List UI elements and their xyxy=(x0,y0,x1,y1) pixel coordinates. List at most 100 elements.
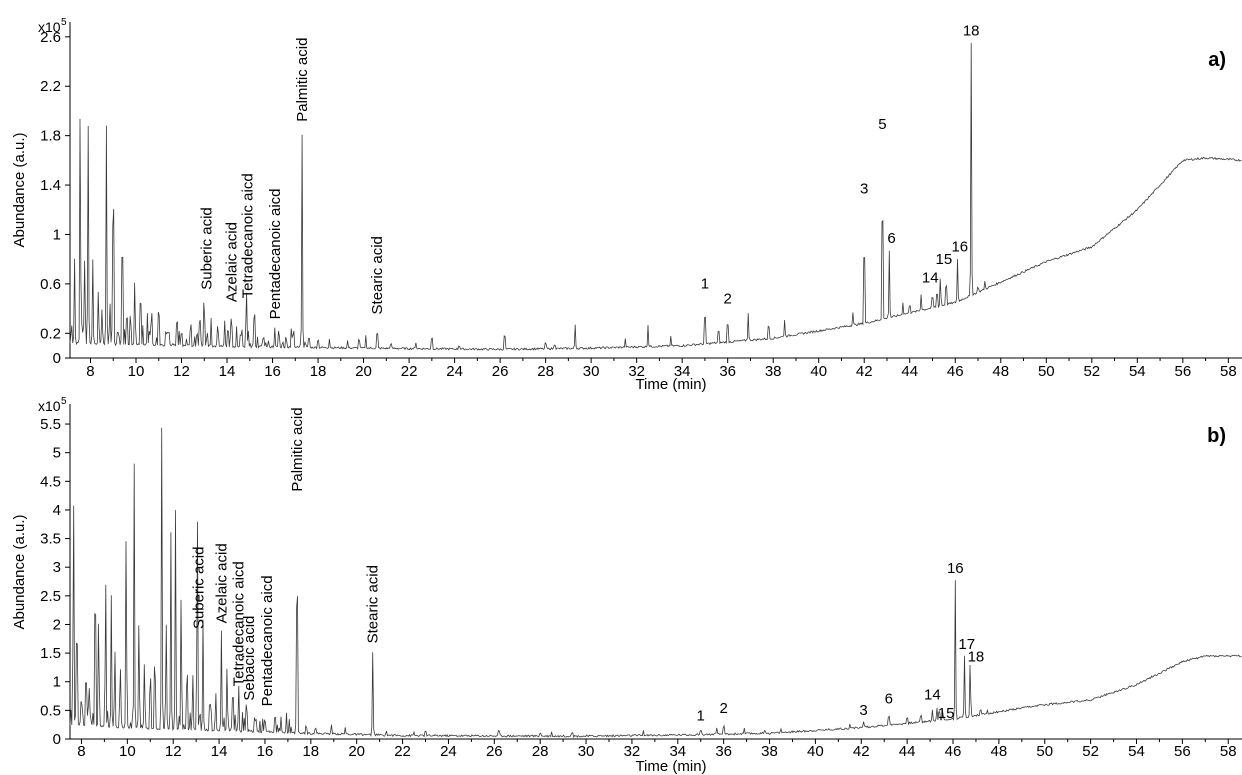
peak-annotation: Suberic acid xyxy=(199,207,216,290)
x-tick-label: 56 xyxy=(1174,743,1191,760)
peak-annotation: Palmitic acid xyxy=(289,407,306,491)
x-tick-label: 54 xyxy=(1128,743,1145,760)
y-tick-label: 1.8 xyxy=(40,128,61,145)
x-tick-label: 20 xyxy=(348,743,365,760)
y-tick-label: 4 xyxy=(53,502,61,519)
y-tick-label: 2.6 xyxy=(40,29,61,46)
x-tick-label: 48 xyxy=(992,363,1009,380)
x-tick-label: 16 xyxy=(264,363,281,380)
y-tick-label: 1 xyxy=(53,674,61,691)
x-tick-label: 30 xyxy=(578,743,595,760)
peak-number-label: 16 xyxy=(947,560,964,577)
x-tick-label: 30 xyxy=(583,363,600,380)
y-tick-label: 1 xyxy=(53,226,61,243)
x-tick-label: 36 xyxy=(715,743,732,760)
x-tick-label: 12 xyxy=(165,743,182,760)
peak-number-label: 18 xyxy=(963,22,980,39)
peak-number-label: 3 xyxy=(860,180,868,197)
x-tick-label: 24 xyxy=(440,743,457,760)
y-tick-label: 5.5 xyxy=(40,416,61,433)
x-tick-label: 22 xyxy=(401,363,418,380)
peak-number-label: 14 xyxy=(922,269,939,286)
x-tick-label: 56 xyxy=(1174,363,1191,380)
y-tick-label: 0.2 xyxy=(40,325,61,342)
y-tick-label: 0.5 xyxy=(40,702,61,719)
y-tick-label: 4.5 xyxy=(40,473,61,490)
x-tick-label: 38 xyxy=(765,363,782,380)
x-tick-label: 40 xyxy=(810,363,827,380)
x-tick-label: 16 xyxy=(257,743,274,760)
peak-annotation: Sebacic acid xyxy=(241,616,258,701)
x-tick-label: 54 xyxy=(1129,363,1146,380)
y-tick-label: 0.6 xyxy=(40,276,61,293)
x-tick-label: 26 xyxy=(486,743,503,760)
peak-annotation: Palmitic acid xyxy=(294,38,311,122)
y-tick-label: 2 xyxy=(53,616,61,633)
y-tick-label: 0 xyxy=(53,731,61,748)
peak-number-label: 3 xyxy=(859,702,867,719)
x-tick-label: 12 xyxy=(173,363,190,380)
peak-number-label: 1 xyxy=(697,708,705,725)
x-tick-label: 46 xyxy=(947,363,964,380)
y-tick-label: 0 xyxy=(53,350,61,367)
peak-annotation: Azelaic acid xyxy=(224,222,241,302)
peak-number-label: 15 xyxy=(936,251,953,268)
peak-annotation: Azelaic acid xyxy=(213,543,230,623)
x-tick-label: 34 xyxy=(669,743,686,760)
chromatogram-trace xyxy=(69,42,1242,351)
peak-annotation: Stearic acid xyxy=(369,236,386,314)
y-tick-label: 1.4 xyxy=(40,177,61,194)
x-tick-label: 28 xyxy=(532,743,549,760)
x-tick-label: 44 xyxy=(901,363,918,380)
x-tick-label: 46 xyxy=(945,743,962,760)
peak-number-label: 2 xyxy=(719,700,727,717)
x-tick-label: 8 xyxy=(77,743,85,760)
x-tick-label: 10 xyxy=(119,743,136,760)
y-multiplier-exponent: 5 xyxy=(61,17,67,28)
peak-annotation: Tetradecanoic aicd xyxy=(231,561,248,686)
x-tick-label: 32 xyxy=(624,743,641,760)
peak-number-label: 5 xyxy=(878,116,886,133)
x-tick-label: 58 xyxy=(1220,363,1237,380)
x-tick-label: 14 xyxy=(211,743,228,760)
y-tick-label: 2.2 xyxy=(40,78,61,95)
peak-annotation: Stearic acid xyxy=(365,565,382,643)
x-tick-label: 8 xyxy=(86,363,94,380)
y-tick-label: 3 xyxy=(53,559,61,576)
x-tick-label: 22 xyxy=(394,743,411,760)
peak-number-label: 6 xyxy=(885,691,893,708)
x-tick-label: 24 xyxy=(446,363,463,380)
y-tick-label: 5 xyxy=(53,445,61,462)
x-tick-label: 44 xyxy=(899,743,916,760)
x-tick-label: 18 xyxy=(310,363,327,380)
peak-annotation: Suberic acid xyxy=(190,547,207,630)
x-tick-label: 42 xyxy=(856,363,873,380)
x-tick-label: 42 xyxy=(853,743,870,760)
x-tick-label: 20 xyxy=(355,363,372,380)
chromatogram-trace xyxy=(69,427,1242,739)
x-tick-label: 52 xyxy=(1083,363,1100,380)
peak-number-label: 17 xyxy=(958,636,975,653)
y-multiplier-base: x10 xyxy=(38,398,61,414)
y-axis-title: Abundance (a.u.) xyxy=(11,132,28,247)
x-axis-title: Time (min) xyxy=(635,758,706,775)
peak-number-label: 2 xyxy=(724,290,732,307)
x-tick-label: 14 xyxy=(219,363,236,380)
y-multiplier-base: x10 xyxy=(38,19,61,35)
panel-label: b) xyxy=(1207,425,1226,447)
peak-annotation: Tetradecanoic aicd xyxy=(240,173,257,298)
x-tick-label: 10 xyxy=(128,363,145,380)
x-tick-label: 52 xyxy=(1082,743,1099,760)
x-tick-label: 38 xyxy=(761,743,778,760)
y-tick-label: 2.5 xyxy=(40,588,61,605)
chromatogram-panel-b: 00.511.522.533.544.555.58 10 12 14 16 18 20 22 2… xyxy=(11,396,1242,775)
x-tick-label: 48 xyxy=(991,743,1008,760)
peak-number-label: 16 xyxy=(951,238,968,255)
y-tick-label: 1.5 xyxy=(40,645,61,662)
x-tick-label: 32 xyxy=(628,363,645,380)
y-tick-label: 3.5 xyxy=(40,531,61,548)
peak-number-label: 18 xyxy=(968,649,985,666)
peak-number-label: 14 xyxy=(924,686,941,703)
x-tick-label: 36 xyxy=(719,363,736,380)
